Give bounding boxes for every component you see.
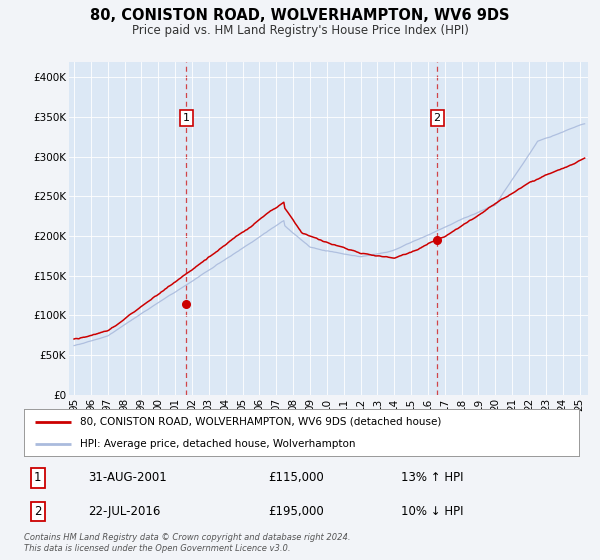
Text: 2: 2: [34, 505, 41, 518]
Text: 1: 1: [183, 113, 190, 123]
Text: 31-AUG-2001: 31-AUG-2001: [88, 472, 167, 484]
Text: HPI: Average price, detached house, Wolverhampton: HPI: Average price, detached house, Wolv…: [79, 438, 355, 449]
Text: 10% ↓ HPI: 10% ↓ HPI: [401, 505, 464, 518]
Text: 13% ↑ HPI: 13% ↑ HPI: [401, 472, 464, 484]
Text: £115,000: £115,000: [268, 472, 324, 484]
Text: 1: 1: [34, 472, 41, 484]
Text: 80, CONISTON ROAD, WOLVERHAMPTON, WV6 9DS (detached house): 80, CONISTON ROAD, WOLVERHAMPTON, WV6 9D…: [79, 417, 441, 427]
Text: This data is licensed under the Open Government Licence v3.0.: This data is licensed under the Open Gov…: [24, 544, 290, 553]
Text: 80, CONISTON ROAD, WOLVERHAMPTON, WV6 9DS: 80, CONISTON ROAD, WOLVERHAMPTON, WV6 9D…: [90, 8, 510, 24]
Text: Price paid vs. HM Land Registry's House Price Index (HPI): Price paid vs. HM Land Registry's House …: [131, 24, 469, 36]
Text: 22-JUL-2016: 22-JUL-2016: [88, 505, 160, 518]
Text: 2: 2: [434, 113, 441, 123]
Text: Contains HM Land Registry data © Crown copyright and database right 2024.: Contains HM Land Registry data © Crown c…: [24, 533, 350, 542]
Text: £195,000: £195,000: [268, 505, 324, 518]
